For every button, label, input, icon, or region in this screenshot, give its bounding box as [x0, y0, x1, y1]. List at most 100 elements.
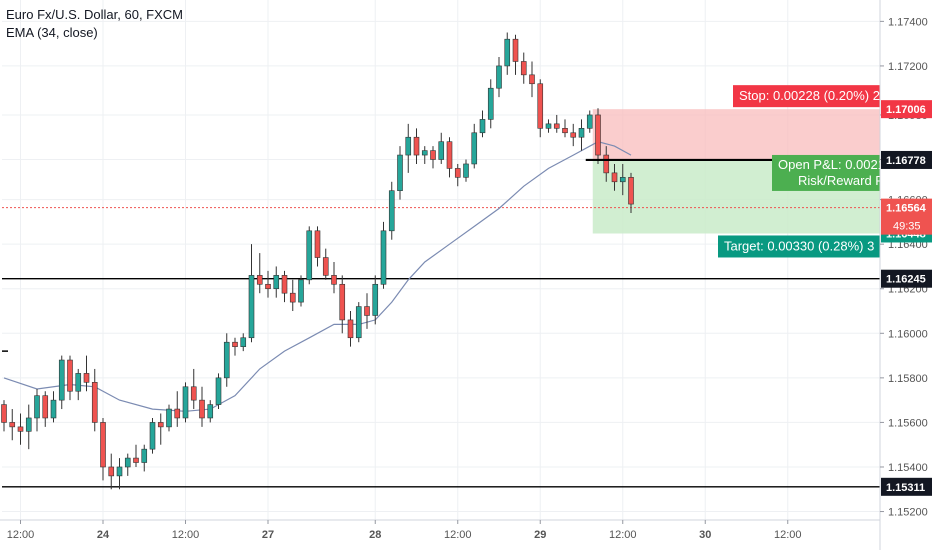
candle-body	[67, 359, 73, 392]
candle-body	[595, 114, 601, 156]
current-price-label: 1.16564	[886, 203, 927, 215]
time-axis[interactable]: 12:00 24 12:00 27 28 12:00 29 12:00 30 12:00	[0, 519, 880, 541]
candle	[174, 391, 181, 427]
candle-body	[174, 408, 181, 419]
grid	[2, 0, 880, 520]
candle-body	[83, 373, 90, 383]
symbol-title[interactable]: Euro Fx/U.S. Dollar, 60, FXCM	[6, 7, 183, 22]
price-tick-label: 1.15800	[888, 373, 928, 385]
candle	[281, 270, 288, 303]
candle-body	[273, 275, 280, 290]
pnl-label-box	[772, 154, 880, 191]
candle	[149, 417, 156, 454]
candle-body	[9, 422, 16, 428]
candle-body	[570, 132, 577, 138]
price-tick-label: 1.17400	[888, 16, 928, 28]
candle	[91, 368, 98, 432]
time-tick-label: 24	[97, 529, 110, 541]
candle-body	[586, 114, 593, 129]
candle	[339, 275, 346, 334]
candle	[9, 409, 16, 441]
candle	[446, 137, 453, 178]
entry-price-tag-box	[881, 150, 932, 169]
candle-body	[413, 136, 420, 156]
candle-body	[223, 341, 230, 379]
stop-zone	[592, 109, 880, 160]
candle	[207, 400, 214, 423]
candle	[17, 413, 24, 445]
candle	[487, 79, 494, 129]
candle	[595, 108, 601, 164]
candle	[578, 119, 585, 151]
candle-body	[628, 177, 634, 205]
time-tick-label: 28	[369, 529, 381, 541]
candle-body	[232, 341, 238, 347]
candle-body	[562, 128, 568, 134]
candle	[289, 279, 296, 312]
candle	[529, 61, 535, 98]
time-tick-label: 12:00	[7, 529, 35, 541]
candle	[405, 123, 412, 173]
entry-price-tag: 1.16778	[886, 155, 926, 167]
candle-body	[388, 190, 395, 232]
candle	[553, 114, 560, 133]
candle	[116, 458, 123, 490]
horizontal-lines[interactable]	[2, 207, 880, 488]
candle	[438, 132, 445, 164]
candle-body	[100, 422, 106, 468]
price-axis[interactable]: 1.174001.172001.169801.167801.166001.164…	[879, 0, 932, 550]
candle	[75, 368, 82, 401]
candle	[100, 417, 106, 481]
legend: Euro Fx/U.S. Dollar, 60, FXCM EMA (34, c…	[6, 6, 183, 42]
candle	[388, 181, 395, 240]
candle	[372, 275, 379, 325]
candle-body	[248, 275, 255, 339]
candle-body	[207, 404, 214, 419]
candle	[479, 110, 486, 138]
hline-price-tag-box	[881, 477, 932, 496]
candle	[58, 355, 65, 410]
candle-body	[322, 257, 329, 276]
current-price-box	[881, 198, 932, 235]
candle	[215, 373, 222, 410]
target-label: Target: 0.00330 (0.28%) 3	[724, 238, 874, 253]
hline-price-tag: 1.16245	[886, 274, 926, 286]
candle-body	[364, 306, 370, 316]
candle	[67, 355, 73, 401]
candle	[347, 311, 354, 347]
candle-body	[471, 132, 478, 165]
candle-body	[545, 123, 552, 129]
candle	[1, 400, 7, 432]
candle-body	[355, 306, 362, 339]
candle-body	[190, 386, 197, 401]
candle	[355, 302, 362, 343]
candle	[512, 34, 519, 75]
indicator-title[interactable]: EMA (34, close)	[6, 25, 98, 40]
time-tick-label: 12:00	[774, 529, 802, 541]
candle-body	[215, 377, 222, 405]
candle	[364, 293, 370, 329]
candle	[223, 333, 230, 387]
candle	[273, 266, 280, 298]
position-overlay[interactable]: Stop: 0.00228 (0.20%) 2 Open P&L: 0.0021R…	[585, 85, 885, 258]
candle-body	[34, 395, 40, 419]
candle-body	[347, 319, 354, 339]
candle	[586, 110, 593, 133]
candle-body	[25, 417, 32, 432]
candle-body	[75, 373, 82, 392]
candle-body	[397, 154, 403, 192]
candle-body	[487, 87, 494, 120]
candle-body	[298, 279, 304, 303]
candle-body	[149, 422, 156, 450]
candle	[331, 262, 337, 294]
target-label-box	[718, 235, 880, 258]
candle	[182, 382, 189, 423]
time-tick-label: 12:00	[609, 529, 637, 541]
pnl-label: Open P&L: 0.0021	[778, 157, 885, 172]
candle	[248, 244, 255, 343]
candle	[397, 146, 403, 200]
candle-body	[133, 457, 139, 463]
candle-body	[537, 83, 544, 129]
candle-body	[553, 123, 560, 129]
